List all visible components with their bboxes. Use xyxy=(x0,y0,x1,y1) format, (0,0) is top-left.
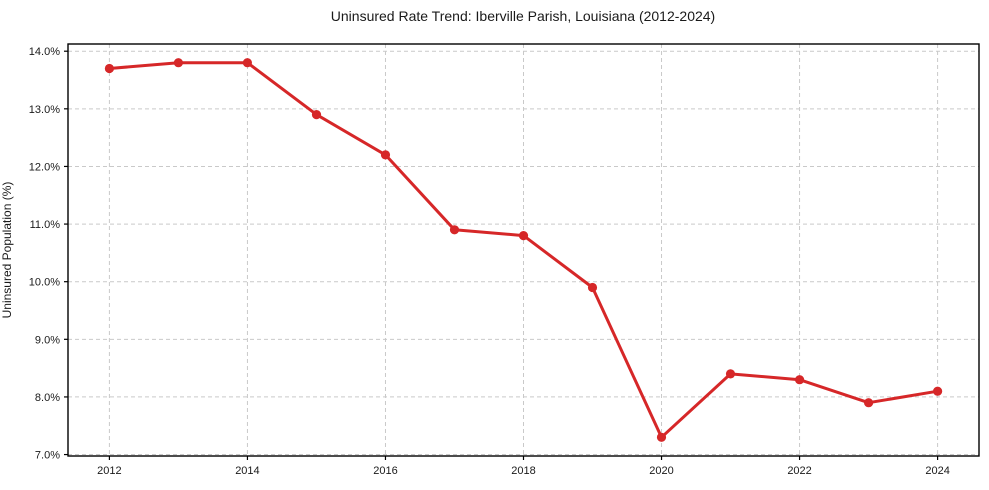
data-point-2018 xyxy=(518,231,529,241)
data-point-2016 xyxy=(380,150,391,160)
x-tick-label: 2020 xyxy=(649,465,673,477)
data-point-2014 xyxy=(242,58,252,68)
data-point-2013 xyxy=(173,58,183,68)
data-point-2019 xyxy=(587,282,598,293)
x-tick-label: 2018 xyxy=(511,465,535,477)
y-tick-label: 10.0% xyxy=(29,277,60,289)
data-point-2023 xyxy=(864,398,874,408)
data-point-2022 xyxy=(795,375,805,385)
y-tick-label: 8.0% xyxy=(35,392,60,404)
x-tick-label: 2022 xyxy=(787,465,811,477)
x-tick-label: 2012 xyxy=(97,465,121,477)
data-point-2021 xyxy=(725,369,736,379)
chart-title: Uninsured Rate Trend: Iberville Parish, … xyxy=(330,8,716,24)
data-point-2015 xyxy=(311,110,322,120)
data-point-2024 xyxy=(933,386,943,396)
x-tick-label: 2014 xyxy=(235,465,259,477)
y-tick-label: 11.0% xyxy=(30,219,61,231)
y-tick-label: 9.0% xyxy=(35,334,60,346)
data-point-2012 xyxy=(104,63,114,74)
x-tick-label: 2024 xyxy=(925,465,949,477)
data-point-2020 xyxy=(656,432,667,442)
y-tick-label: 7.0% xyxy=(35,450,60,462)
y-tick-label: 12.0% xyxy=(29,161,60,173)
y-tick-label: 13.0% xyxy=(29,104,60,116)
data-point-2017 xyxy=(449,225,460,235)
x-tick-label: 2016 xyxy=(373,465,397,477)
y-tick-label: 14.0% xyxy=(29,46,60,58)
